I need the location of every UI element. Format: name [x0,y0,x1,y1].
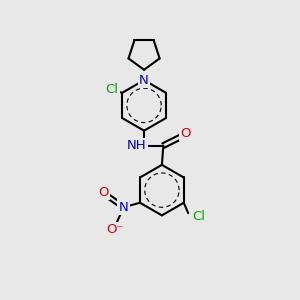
Text: N: N [119,201,128,214]
Text: O: O [98,186,109,199]
Text: O: O [180,127,191,140]
Text: Cl: Cl [192,210,205,223]
Text: O⁻: O⁻ [106,223,124,236]
Text: NH: NH [127,139,146,152]
Text: Cl: Cl [105,83,118,96]
Text: N: N [139,74,149,87]
